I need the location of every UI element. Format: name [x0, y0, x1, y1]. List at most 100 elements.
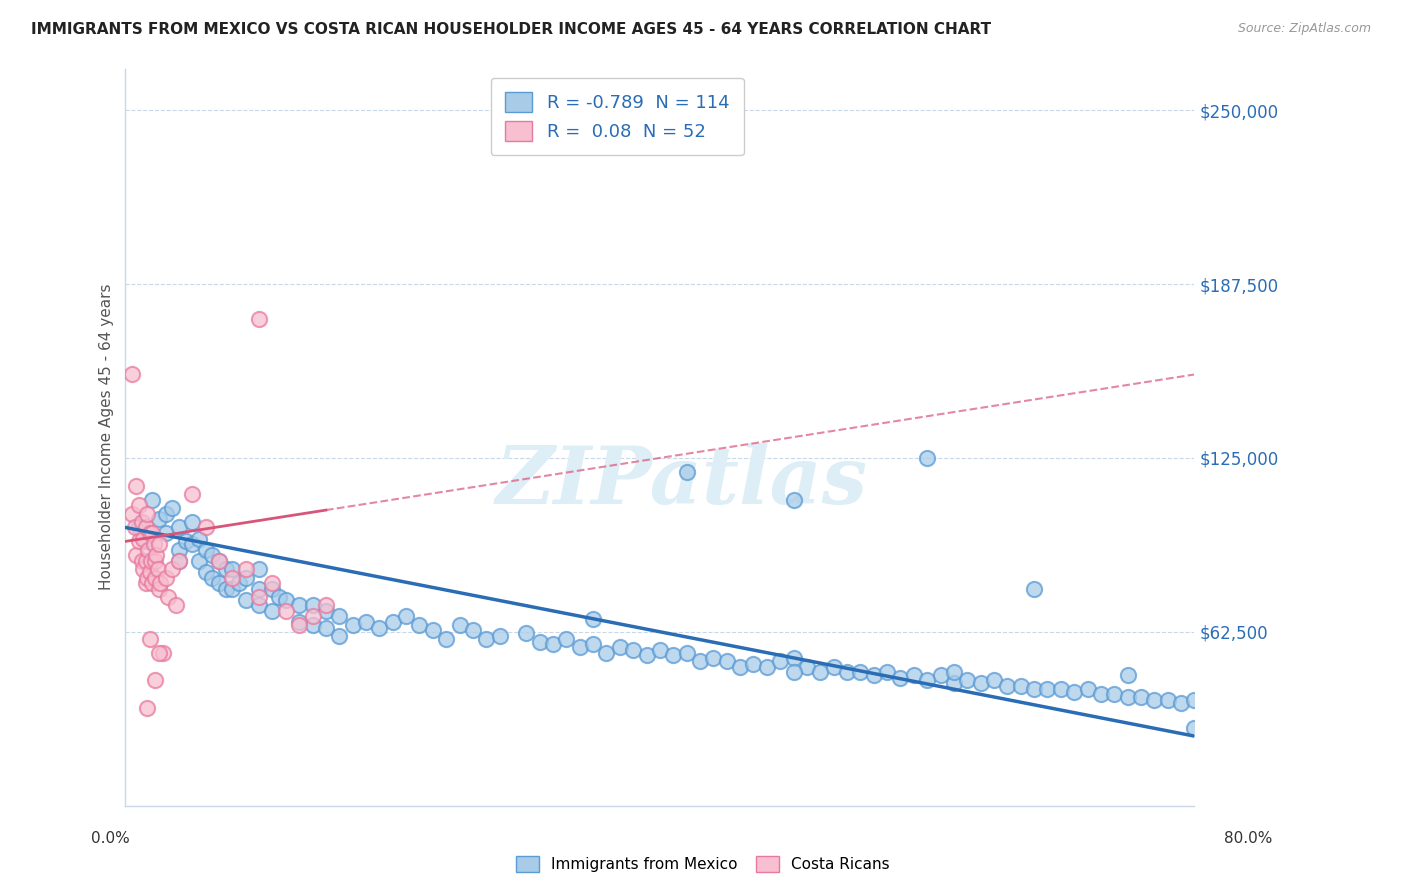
- Point: [134, 576, 156, 591]
- Point: [155, 507, 177, 521]
- Point: [125, 549, 148, 563]
- Point: [915, 450, 938, 465]
- Point: [969, 676, 991, 690]
- Point: [194, 542, 217, 557]
- Point: [1010, 679, 1032, 693]
- Point: [167, 542, 190, 557]
- Point: [648, 643, 671, 657]
- Point: [288, 599, 311, 613]
- Point: [136, 542, 159, 557]
- Point: [167, 554, 190, 568]
- Point: [942, 676, 965, 690]
- Point: [221, 570, 243, 584]
- Point: [582, 612, 605, 626]
- Point: [132, 562, 155, 576]
- Point: [835, 665, 858, 680]
- Y-axis label: Householder Income Ages 45 - 64 years: Householder Income Ages 45 - 64 years: [100, 284, 114, 591]
- Point: [301, 609, 323, 624]
- Point: [138, 632, 160, 646]
- Point: [167, 554, 190, 568]
- Point: [181, 537, 204, 551]
- Point: [808, 665, 831, 680]
- Point: [555, 632, 578, 646]
- Point: [148, 537, 170, 551]
- Point: [148, 646, 170, 660]
- Point: [128, 498, 150, 512]
- Point: [215, 562, 238, 576]
- Point: [135, 701, 157, 715]
- Legend: Immigrants from Mexico, Costa Ricans: Immigrants from Mexico, Costa Ricans: [509, 848, 897, 880]
- Point: [354, 615, 377, 629]
- Point: [141, 492, 163, 507]
- Point: [194, 565, 217, 579]
- Point: [121, 507, 143, 521]
- Point: [515, 626, 537, 640]
- Point: [983, 673, 1005, 688]
- Text: Source: ZipAtlas.com: Source: ZipAtlas.com: [1237, 22, 1371, 36]
- Text: ZIPatlas: ZIPatlas: [495, 442, 868, 520]
- Point: [208, 554, 231, 568]
- Point: [1036, 681, 1059, 696]
- Point: [262, 604, 284, 618]
- Point: [769, 654, 792, 668]
- Point: [755, 659, 778, 673]
- Text: IMMIGRANTS FROM MEXICO VS COSTA RICAN HOUSEHOLDER INCOME AGES 45 - 64 YEARS CORR: IMMIGRANTS FROM MEXICO VS COSTA RICAN HO…: [31, 22, 991, 37]
- Point: [181, 487, 204, 501]
- Point: [568, 640, 591, 654]
- Point: [247, 311, 270, 326]
- Point: [131, 515, 153, 529]
- Point: [995, 679, 1018, 693]
- Point: [1022, 582, 1045, 596]
- Text: 0.0%: 0.0%: [91, 831, 131, 847]
- Point: [274, 592, 297, 607]
- Point: [315, 599, 337, 613]
- Point: [128, 520, 150, 534]
- Point: [328, 609, 350, 624]
- Point: [1116, 690, 1139, 705]
- Point: [915, 673, 938, 688]
- Point: [1184, 721, 1206, 735]
- Point: [145, 549, 167, 563]
- Point: [131, 554, 153, 568]
- Point: [138, 565, 160, 579]
- Point: [167, 520, 190, 534]
- Point: [1090, 687, 1112, 701]
- Point: [541, 637, 564, 651]
- Point: [148, 582, 170, 596]
- Point: [434, 632, 457, 646]
- Point: [162, 501, 184, 516]
- Point: [1116, 668, 1139, 682]
- Point: [1129, 690, 1152, 705]
- Point: [728, 659, 751, 673]
- Point: [165, 599, 187, 613]
- Point: [208, 576, 231, 591]
- Point: [288, 617, 311, 632]
- Point: [141, 576, 163, 591]
- Point: [675, 465, 697, 479]
- Text: 80.0%: 80.0%: [1225, 831, 1272, 847]
- Point: [782, 651, 804, 665]
- Point: [152, 646, 174, 660]
- Point: [135, 570, 157, 584]
- Point: [155, 570, 177, 584]
- Point: [174, 534, 197, 549]
- Point: [461, 624, 484, 638]
- Point: [143, 673, 166, 688]
- Point: [929, 668, 952, 682]
- Point: [862, 668, 884, 682]
- Point: [142, 537, 165, 551]
- Point: [262, 582, 284, 596]
- Point: [188, 554, 211, 568]
- Point: [274, 604, 297, 618]
- Point: [1184, 693, 1206, 707]
- Point: [942, 665, 965, 680]
- Point: [247, 599, 270, 613]
- Point: [716, 654, 738, 668]
- Point: [221, 562, 243, 576]
- Point: [269, 590, 291, 604]
- Point: [132, 532, 155, 546]
- Legend: R = -0.789  N = 114, R =  0.08  N = 52: R = -0.789 N = 114, R = 0.08 N = 52: [491, 78, 744, 155]
- Point: [609, 640, 631, 654]
- Point: [143, 554, 166, 568]
- Point: [124, 520, 146, 534]
